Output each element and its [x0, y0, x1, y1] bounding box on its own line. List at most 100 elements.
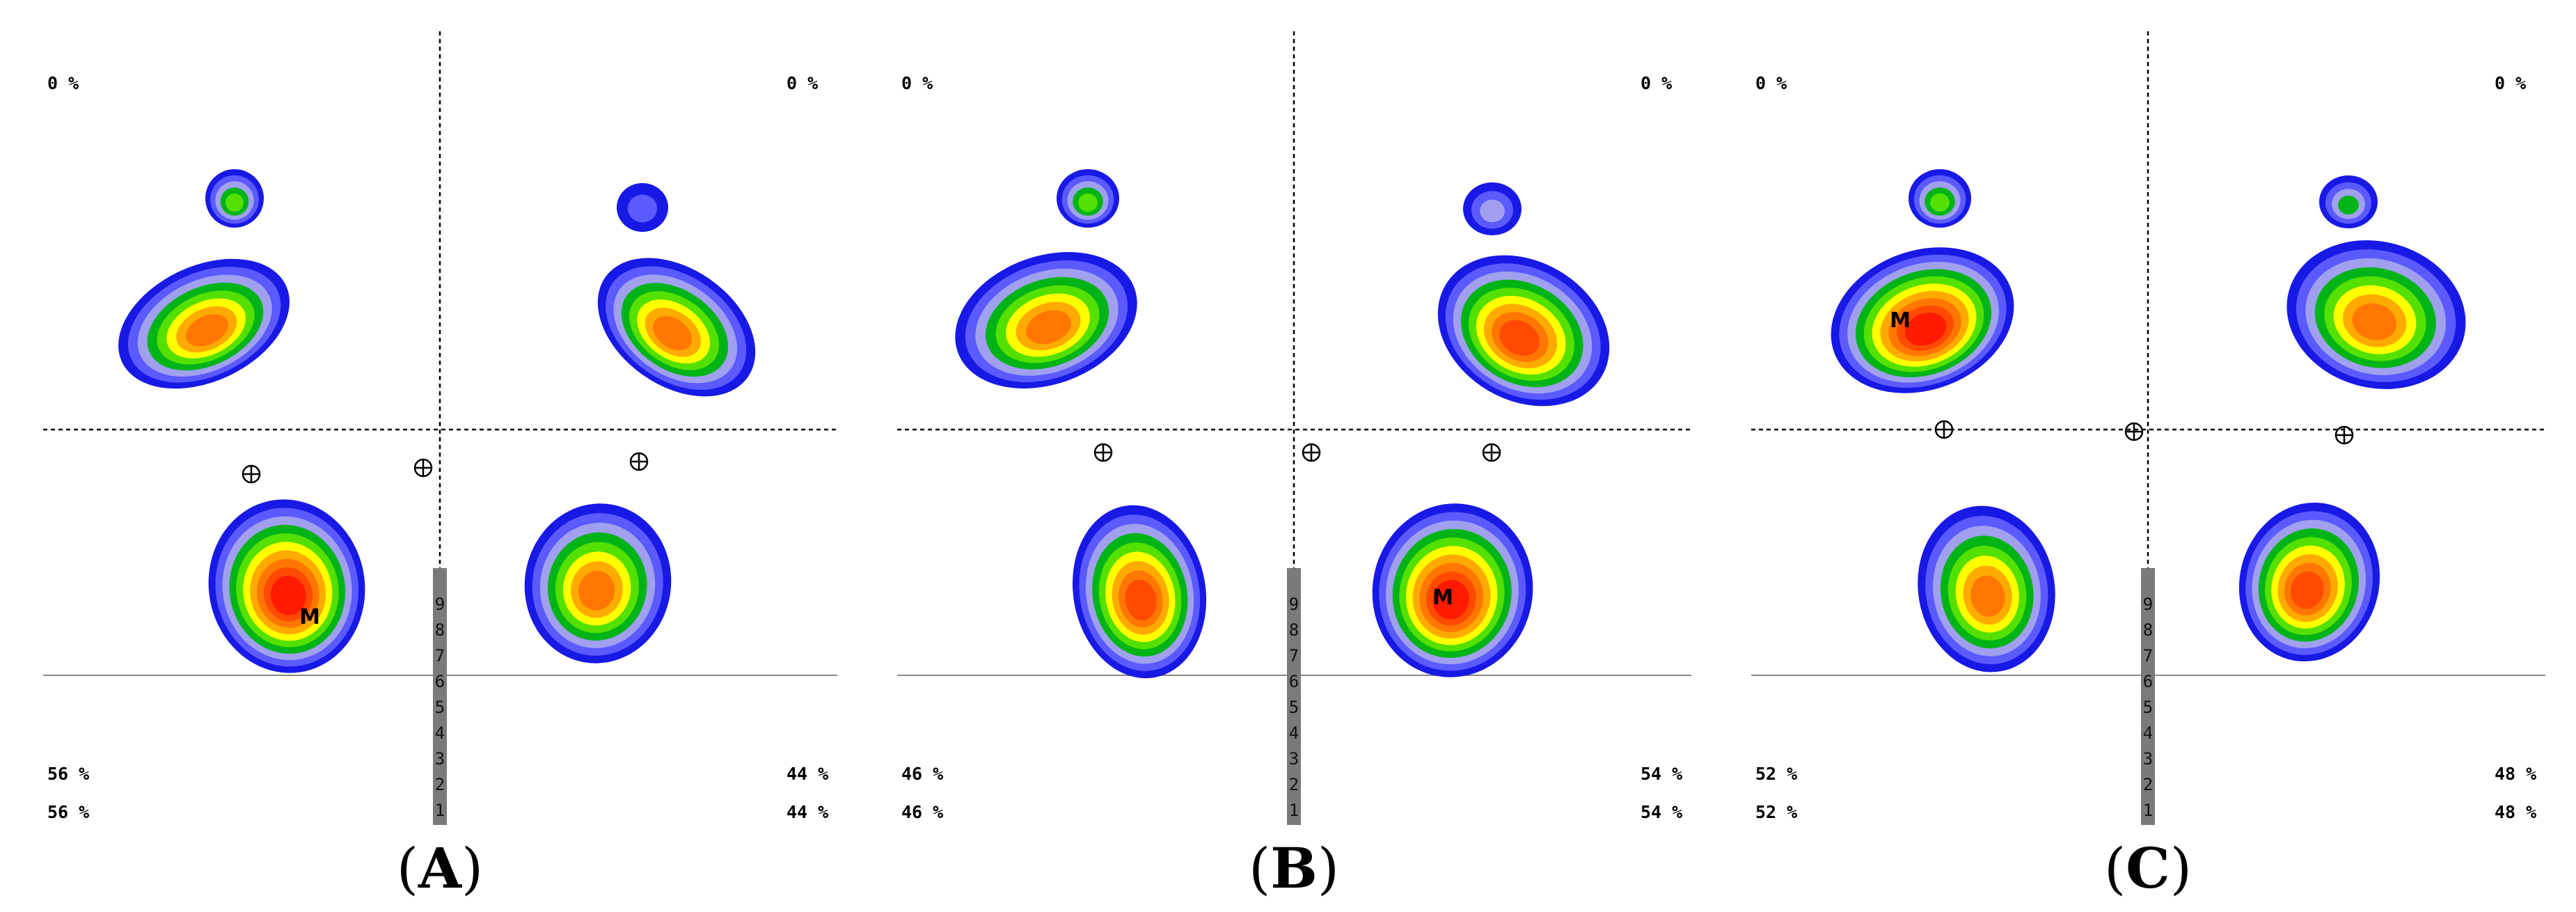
- pressure-level-8: [652, 316, 692, 351]
- scale-bar: [1287, 568, 1301, 825]
- percent-bottom-right-1: 44 %: [787, 764, 828, 784]
- scale-bar: [2141, 568, 2155, 825]
- pressure-blob: [205, 169, 264, 228]
- panel-caption: (B): [1249, 835, 1339, 901]
- pressure-blob: [208, 499, 365, 673]
- pressure-level-9: [2291, 571, 2324, 609]
- percent-top-right: 0 %: [787, 73, 818, 93]
- pressure-blob: [1372, 503, 1533, 677]
- pressure-level-5: [1930, 193, 1950, 212]
- scale-label: 3: [435, 749, 445, 769]
- scale-label: 4: [435, 723, 445, 743]
- pressure-level-9: [1125, 579, 1157, 621]
- scale-label: 2: [435, 775, 445, 794]
- percent-bottom-left-2: 52 %: [1755, 802, 1797, 822]
- pressure-blob: [1831, 247, 2014, 393]
- panel-caption: (A): [397, 835, 484, 901]
- center-of-pressure-icon: [1934, 420, 1954, 439]
- scale-label: 8: [435, 620, 445, 640]
- pressure-blob: [2286, 240, 2466, 389]
- center-of-pressure-icon: [1302, 443, 1321, 462]
- pressure-blob: [617, 183, 668, 232]
- scale-label: 1: [2143, 801, 2153, 820]
- percent-bottom-left-2: 46 %: [901, 802, 943, 822]
- percent-top-right: 0 %: [2495, 73, 2526, 93]
- scale-label: 8: [1289, 620, 1299, 640]
- scale-label: 9: [2143, 595, 2153, 614]
- pressure-level-3: [1480, 199, 1505, 223]
- percent-bottom-right-2: 48 %: [2495, 802, 2536, 822]
- pressure-blob: [118, 258, 290, 389]
- scale-label: 3: [2143, 749, 2153, 769]
- pressure-level-8: [1970, 575, 2005, 617]
- center-of-pressure-icon: [413, 458, 433, 478]
- percent-bottom-left-1: 46 %: [901, 764, 943, 784]
- pressure-blob: [1463, 182, 1522, 235]
- percent-top-right: 0 %: [1641, 73, 1672, 93]
- pressure-level-10: [270, 576, 306, 615]
- scale-label: 9: [1289, 595, 1299, 614]
- pressure-level-8: [578, 570, 615, 611]
- pressure-level-10: [1432, 580, 1469, 620]
- pressure-level-4: [2338, 196, 2359, 214]
- scale-labels: 9 8 7 6 5 4 3 2 1: [1289, 595, 1299, 820]
- scale-label: 8: [2143, 620, 2153, 640]
- scale-label: 2: [2143, 775, 2153, 794]
- center-of-pressure-icon: [2124, 422, 2144, 441]
- pressure-level-5: [1078, 193, 1098, 212]
- panel-caption: (C): [2104, 835, 2192, 901]
- center-of-pressure-icon: [629, 452, 649, 471]
- percent-bottom-right-1: 54 %: [1641, 764, 1682, 784]
- pressure-blob: [1918, 505, 2055, 673]
- scale-label: 3: [1289, 749, 1299, 769]
- max-pressure-marker: M: [299, 605, 320, 629]
- center-of-pressure-icon: [1482, 443, 1501, 462]
- percent-top-left: 0 %: [47, 73, 79, 93]
- pressure-blob: [2238, 502, 2380, 662]
- scale-label: 6: [1289, 672, 1299, 691]
- max-pressure-marker: M: [1432, 585, 1453, 610]
- pressure-level-5: [225, 193, 244, 212]
- center-of-pressure-icon: [1093, 443, 1113, 462]
- panel-letter: B: [1270, 835, 1318, 901]
- scale-label: 7: [2143, 646, 2153, 666]
- percent-bottom-left-2: 56 %: [47, 802, 89, 822]
- percent-bottom-left-1: 52 %: [1755, 764, 1797, 784]
- scale-label: 5: [2143, 698, 2153, 717]
- scale-label: 1: [435, 801, 445, 820]
- center-of-pressure-icon: [2334, 425, 2354, 445]
- max-pressure-marker: M: [1890, 308, 1911, 333]
- panel-letter: C: [2126, 835, 2170, 901]
- percent-top-left: 0 %: [901, 73, 933, 93]
- pressure-blob: [1909, 169, 1971, 228]
- pressure-blob: [955, 251, 1137, 389]
- scale-label: 7: [435, 646, 445, 666]
- percent-bottom-right-2: 44 %: [787, 802, 828, 822]
- panel-letter: A: [418, 835, 462, 901]
- scale-label: 9: [435, 595, 445, 614]
- scale-labels: 9 8 7 6 5 4 3 2 1: [435, 595, 445, 820]
- pressure-level-8: [185, 314, 228, 347]
- percent-top-left: 0 %: [1755, 73, 1787, 93]
- pressure-blob: [1057, 169, 1119, 228]
- scale-label: 5: [435, 698, 445, 717]
- pressure-level-10: [1904, 313, 1947, 346]
- pressure-level-9: [1499, 320, 1540, 356]
- scale-label: 1: [1289, 801, 1299, 820]
- scale-label: 2: [1289, 775, 1299, 794]
- pressure-blob: [1437, 255, 1610, 407]
- pressure-level-8: [2352, 303, 2397, 340]
- center-of-pressure-icon: [242, 464, 261, 484]
- pressure-blob: [2319, 175, 2378, 228]
- scale-label: 7: [1289, 646, 1299, 666]
- scale-label: 6: [2143, 672, 2153, 691]
- percent-bottom-right-1: 48 %: [2495, 764, 2536, 784]
- scale-bar: [433, 568, 447, 825]
- scale-label: 6: [435, 672, 445, 691]
- pressure-blob: [524, 503, 672, 663]
- scale-label: 4: [2143, 723, 2153, 743]
- percent-bottom-left-1: 56 %: [47, 764, 89, 784]
